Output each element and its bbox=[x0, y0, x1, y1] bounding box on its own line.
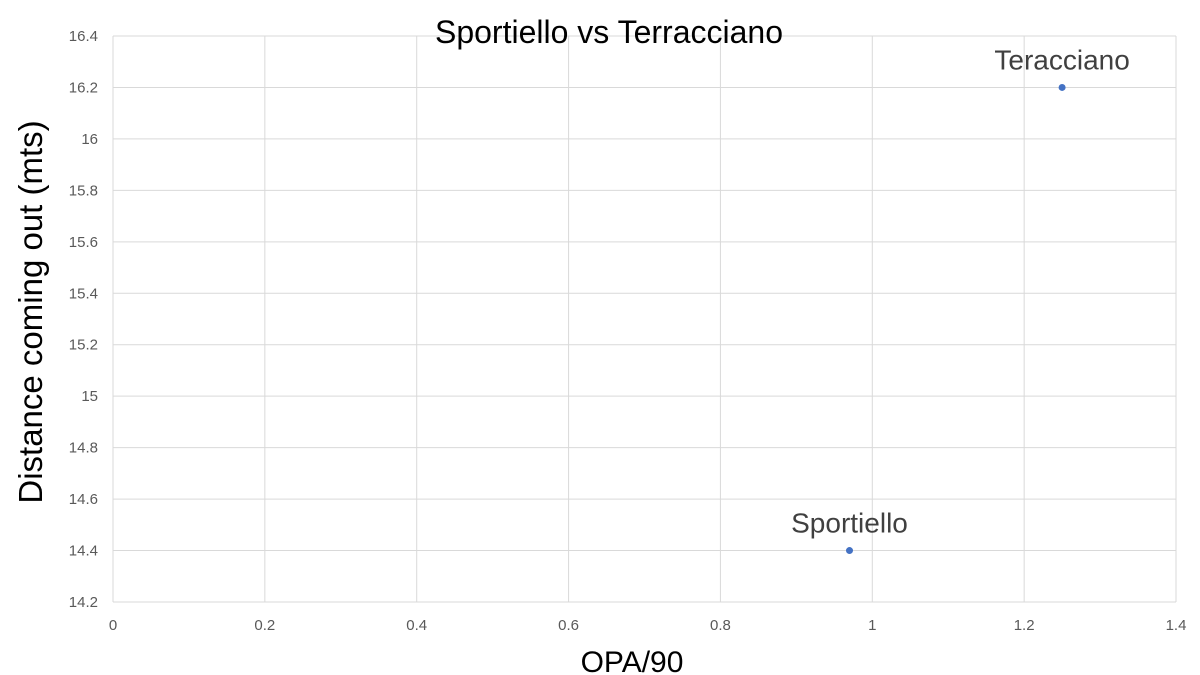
x-tick-label: 0.6 bbox=[558, 617, 579, 634]
y-tick-label: 15.4 bbox=[69, 285, 98, 302]
x-tick-label: 0.4 bbox=[406, 617, 427, 634]
x-tick-label: 0.8 bbox=[710, 617, 731, 634]
y-axis-label: Distance coming out (mts) bbox=[12, 120, 49, 503]
y-tick-label: 14.2 bbox=[69, 594, 98, 611]
x-tick-label: 0.2 bbox=[254, 617, 275, 634]
y-tick-label: 14.8 bbox=[69, 440, 98, 457]
x-tick-label: 1.4 bbox=[1166, 617, 1187, 634]
grid-lines bbox=[112, 35, 1177, 603]
x-tick-label: 0 bbox=[109, 617, 117, 634]
y-tick-label: 16.2 bbox=[69, 79, 98, 96]
y-tick-label: 15.2 bbox=[69, 337, 98, 354]
x-tick-label: 1 bbox=[868, 617, 876, 634]
x-tick-labels: 0 0.2 0.4 0.6 0.8 1 1.2 1.4 bbox=[109, 617, 1187, 634]
data-point bbox=[846, 547, 854, 555]
x-tick-label: 1.2 bbox=[1014, 617, 1035, 634]
y-tick-label: 15.8 bbox=[69, 182, 98, 199]
x-axis-label: OPA/90 bbox=[581, 646, 684, 675]
data-point bbox=[1058, 83, 1066, 91]
data-label: Sportiello bbox=[791, 508, 908, 539]
y-tick-label: 14.4 bbox=[69, 543, 98, 560]
y-tick-labels: 14.2 14.4 14.6 14.8 15 15.2 15.4 15.6 15.8 16 16.2… bbox=[69, 28, 98, 611]
chart-title: Sportiello vs Terracciano bbox=[435, 14, 783, 50]
data-label: Teracciano bbox=[994, 44, 1129, 75]
data-points: Sportiello Teracciano bbox=[791, 44, 1130, 555]
y-tick-label: 14.6 bbox=[69, 491, 98, 508]
y-tick-label: 16.4 bbox=[69, 28, 98, 45]
y-tick-label: 16 bbox=[81, 131, 98, 148]
y-tick-label: 15 bbox=[81, 388, 98, 405]
y-tick-label: 15.6 bbox=[69, 234, 98, 251]
